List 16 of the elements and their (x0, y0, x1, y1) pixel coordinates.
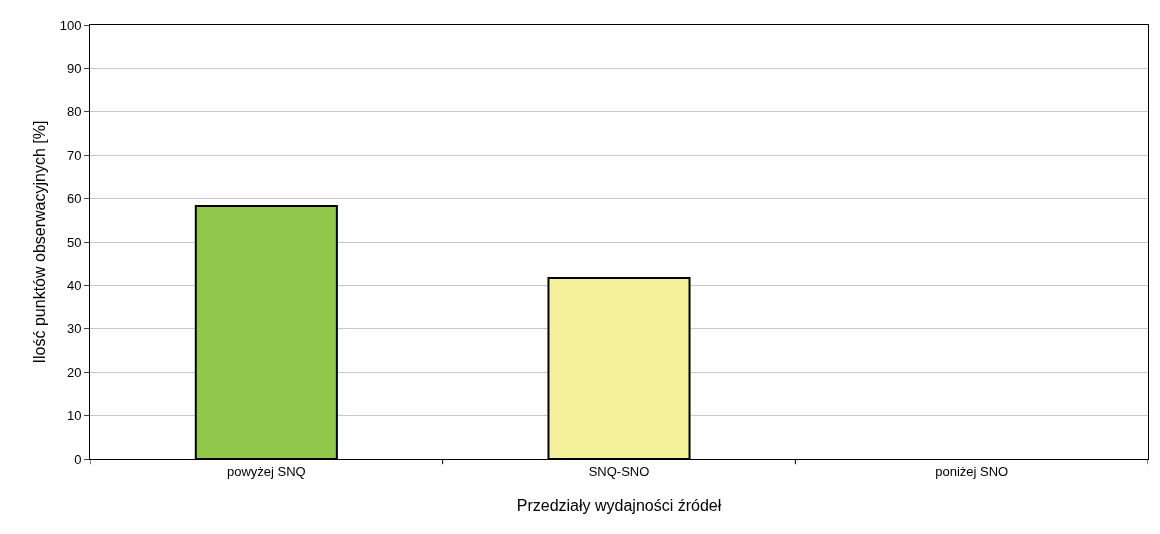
x-axis-title: Przedziały wydajności źródeł (516, 497, 722, 515)
y-tick-label: 100 (59, 17, 82, 33)
y-tick-label: 20 (66, 364, 82, 380)
y-tick-label: 80 (66, 104, 82, 120)
y-tick-label: 40 (66, 277, 82, 293)
y-tick-label: 70 (66, 147, 82, 163)
y-tick-label: 0 (74, 451, 82, 467)
y-axis-title: Ilość punktów obserwacyjnych [%] (30, 120, 48, 364)
x-tick-label: poniżej SNO (935, 463, 1009, 479)
y-tick-label: 90 (66, 60, 82, 76)
y-tick-label: 10 (66, 408, 82, 424)
x-tick-label: SNQ-SNO (588, 463, 650, 479)
y-tick-label: 50 (66, 234, 82, 250)
y-tick-label: 30 (66, 321, 82, 337)
y-tick-label: 60 (66, 191, 82, 207)
x-tick-label: powyżej SNQ (226, 463, 306, 479)
